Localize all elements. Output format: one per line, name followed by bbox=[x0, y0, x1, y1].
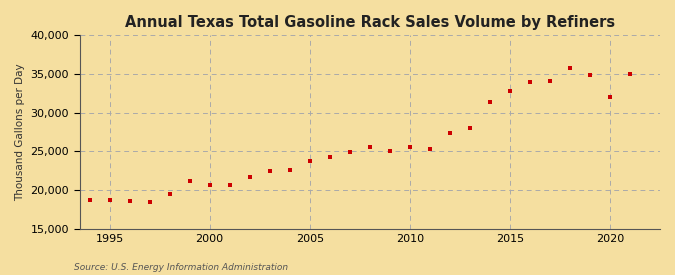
Point bbox=[84, 198, 95, 202]
Point bbox=[444, 131, 455, 135]
Point bbox=[284, 168, 295, 172]
Point bbox=[144, 199, 155, 204]
Point bbox=[184, 178, 195, 183]
Point bbox=[504, 89, 515, 93]
Point bbox=[524, 80, 535, 85]
Point bbox=[304, 158, 315, 163]
Point bbox=[164, 192, 175, 196]
Point bbox=[385, 148, 396, 153]
Point bbox=[585, 73, 595, 77]
Point bbox=[464, 126, 475, 130]
Point bbox=[205, 182, 215, 187]
Point bbox=[265, 169, 275, 173]
Point bbox=[364, 144, 375, 149]
Title: Annual Texas Total Gasoline Rack Sales Volume by Refiners: Annual Texas Total Gasoline Rack Sales V… bbox=[125, 15, 615, 30]
Text: Source: U.S. Energy Information Administration: Source: U.S. Energy Information Administ… bbox=[74, 263, 288, 272]
Point bbox=[485, 100, 495, 104]
Point bbox=[404, 144, 415, 149]
Point bbox=[244, 175, 255, 179]
Point bbox=[425, 147, 435, 151]
Point bbox=[545, 79, 556, 83]
Point bbox=[605, 95, 616, 99]
Point bbox=[124, 199, 135, 203]
Point bbox=[344, 150, 355, 154]
Point bbox=[104, 198, 115, 202]
Point bbox=[64, 199, 75, 204]
Y-axis label: Thousand Gallons per Day: Thousand Gallons per Day bbox=[15, 63, 25, 201]
Point bbox=[564, 66, 575, 70]
Point bbox=[624, 72, 635, 76]
Point bbox=[325, 155, 335, 159]
Point bbox=[224, 182, 235, 187]
